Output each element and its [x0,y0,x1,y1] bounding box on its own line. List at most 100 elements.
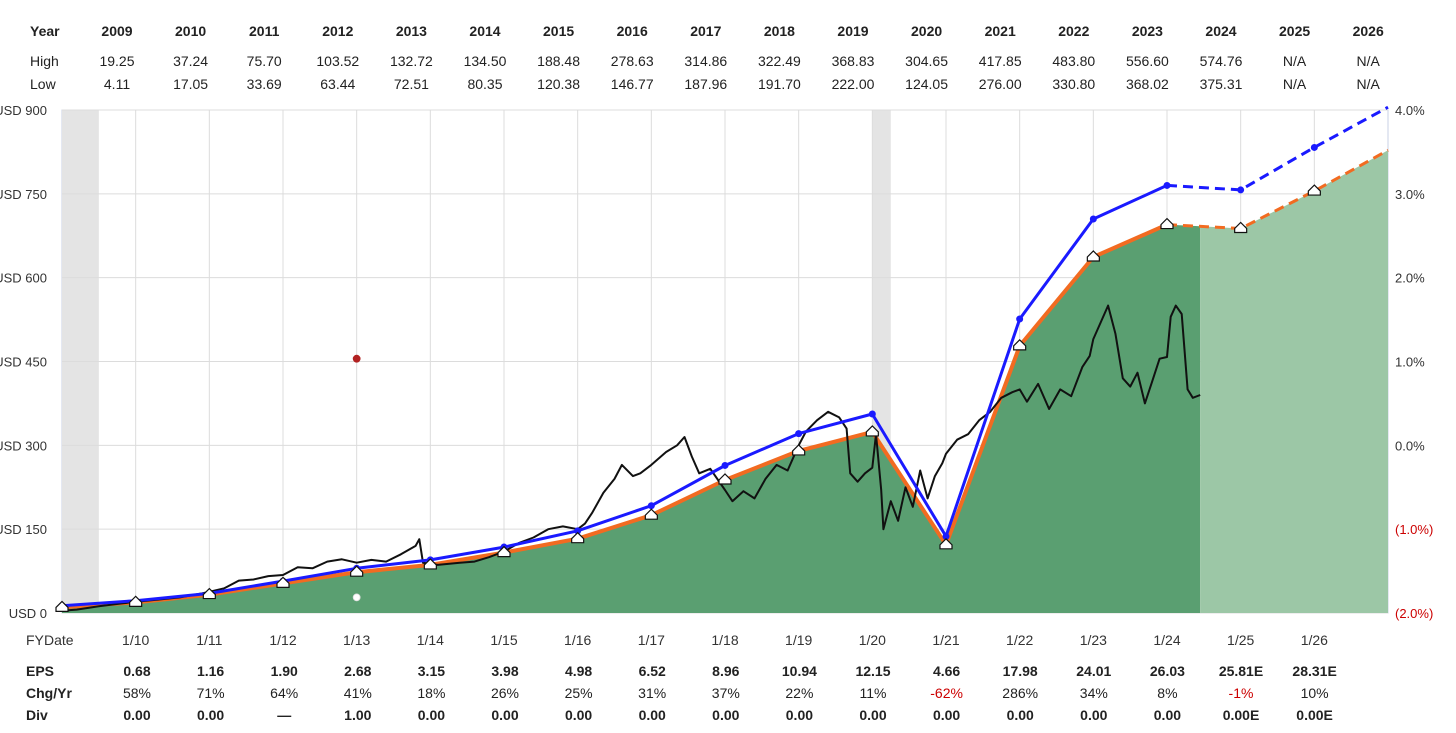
bottom-eps-table: FY Date EPS Chg/Yr Div 0.68 1.16 1.90 2.68 3.15 3.… [26,632,1337,723]
high-2017: 314.86 [684,53,727,69]
year-2011: 2011 [249,23,280,39]
eps-point-0 [55,600,69,613]
chg-value-14: 8% [1157,685,1177,701]
high-pe-point-14 [1089,215,1097,223]
high-row-label: High [30,53,59,69]
x-tick-1/24: 1/24 [1153,632,1180,648]
eps-point-1 [129,595,143,607]
div-row-label: Div [26,707,48,723]
low-2018: 191.70 [758,76,801,92]
low-2019: 222.00 [832,76,875,92]
x-tick-1/15: 1/15 [490,632,517,648]
year-header-label: Year [30,23,60,39]
div-value-9: 0.00 [786,707,813,723]
top-price-table: Year High Low 2009 19.25 4.11 2010 37.24 17.05 20… [30,23,1384,92]
high-2011: 75.70 [247,53,282,69]
chg-value-10: 11% [860,685,887,701]
chg-value-0: 58% [123,685,151,701]
year-2019: 2019 [837,23,868,39]
price-line [61,304,1201,612]
chg-value-4: 18% [417,685,445,701]
low-2026: N/A [1357,76,1381,92]
div-value-8: 0.00 [712,707,739,723]
high-2015: 188.48 [537,53,580,69]
axis-labels: USD 900 USD 750 USD 600 USD 450 USD 300 USD 1… [0,103,1433,648]
x-tick-1/11: 1/11 [196,632,222,648]
chg-value-13: 34% [1080,685,1108,701]
div-value-10: 0.00 [859,707,886,723]
y-right-tick-1.0%: 1.0% [1395,355,1425,370]
y-right-tick-(2.0%): (2.0%) [1395,606,1433,621]
x-tick-1/17: 1/17 [638,632,665,648]
year-2009: 2009 [101,23,132,39]
high-2014: 134.50 [464,53,507,69]
year-2015: 2015 [543,23,574,39]
high-pe-point-12 [942,532,950,540]
div-value-3: 1.00 [344,707,371,723]
extra-marker-0 [352,354,361,363]
eps-area-actual [62,224,1201,613]
eps-value-9: 10.94 [782,663,817,679]
year-2025: 2025 [1279,23,1310,39]
eps-line-actual [61,222,1168,610]
high-2021: 417.85 [979,53,1022,69]
eps-point-7 [571,531,585,544]
eps-point-9 [718,473,732,485]
y-left-tick-150: USD 150 [0,522,47,537]
div-value-15: 0.00E [1223,707,1260,723]
date-label: Date [44,632,74,648]
series-markers [55,143,1321,613]
eps-area [62,150,1388,613]
low-2025: N/A [1283,76,1307,92]
x-tick-1/14: 1/14 [417,632,444,648]
eps-value-16: 28.31E [1292,663,1336,679]
high-pe-point-13 [1016,315,1024,323]
y-right-tick-2.0%: 2.0% [1395,271,1425,286]
div-value-12: 0.00 [1007,707,1034,723]
chg-value-8: 37% [712,685,740,701]
x-tick-1/19: 1/19 [785,632,812,648]
high-pe-point-15 [1163,181,1171,189]
div-value-14: 0.00 [1154,707,1181,723]
eps-area-forecast [1200,150,1388,613]
x-tick-1/21: 1/21 [932,632,959,648]
eps-line-estimate [1166,148,1389,230]
y-right-tick-0.0%: 0.0% [1395,438,1425,453]
high-pe-point-9 [721,461,729,469]
eps-value-6: 4.98 [565,663,592,679]
eps-value-7: 6.52 [639,663,666,679]
high-2024: 574.76 [1200,53,1243,69]
high-pe-point-7 [574,527,582,535]
x-tick-1/23: 1/23 [1080,632,1107,648]
eps-point-11 [865,425,879,437]
eps-value-13: 24.01 [1076,663,1111,679]
eps-point-4 [350,565,364,577]
eps-point-15 [1160,217,1174,230]
low-2017: 187.96 [684,76,727,92]
eps-value-5: 3.98 [491,663,518,679]
year-2012: 2012 [322,23,353,39]
eps-point-3 [276,576,290,588]
div-value-4: 0.00 [418,707,445,723]
eps-row-label: EPS [26,663,54,679]
y-right-tick-(1.0%): (1.0%) [1395,522,1433,537]
low-2024: 375.31 [1200,76,1243,92]
eps-value-2: 1.90 [271,663,298,679]
div-value-16: 0.00E [1296,707,1333,723]
x-tick-1/16: 1/16 [564,632,591,648]
low-2013: 72.51 [394,76,429,92]
high-2023: 556.60 [1126,53,1169,69]
low-2010: 17.05 [173,76,208,92]
chg-value-6: 25% [565,685,593,701]
y-left-tick-750: USD 750 [0,187,47,202]
year-2026: 2026 [1353,23,1384,39]
eps-point-6 [497,545,511,558]
eps-value-1: 1.16 [197,663,224,679]
eps-point-8 [644,508,658,520]
extra-marker-1 [352,593,361,602]
year-2016: 2016 [617,23,648,39]
high-2013: 132.72 [390,53,433,69]
year-2023: 2023 [1132,23,1163,39]
low-2012: 63.44 [320,76,355,92]
